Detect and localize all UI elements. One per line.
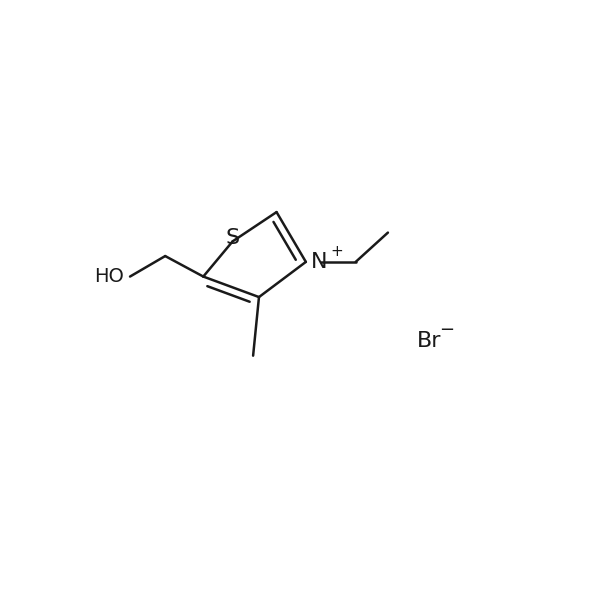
Text: Br: Br — [417, 331, 442, 351]
Text: N: N — [311, 252, 327, 272]
Text: HO: HO — [94, 267, 124, 286]
Text: −: − — [439, 322, 455, 340]
Text: S: S — [226, 229, 239, 248]
Text: +: + — [331, 244, 343, 259]
